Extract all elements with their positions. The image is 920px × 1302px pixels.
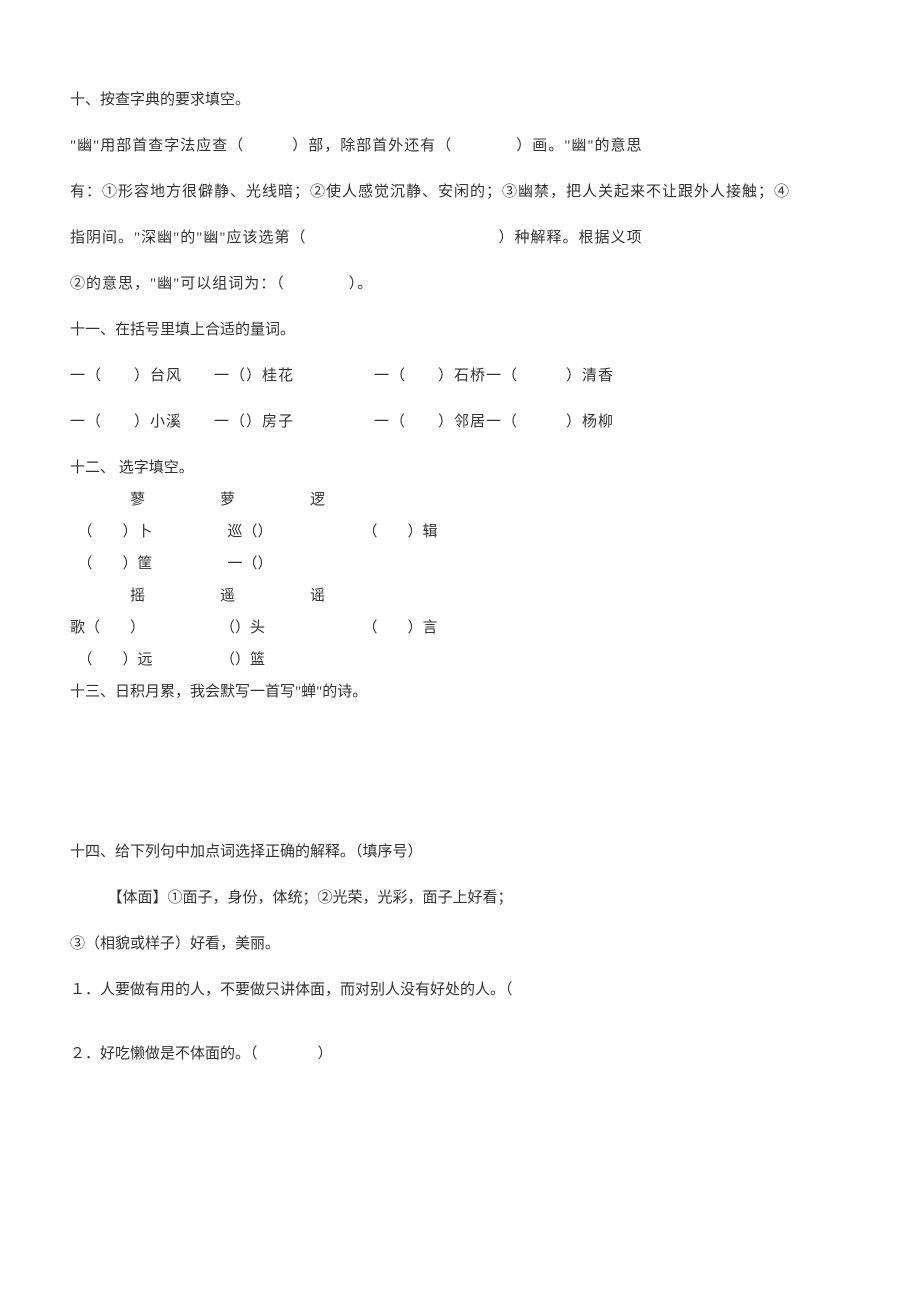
s12-row4: 摇 遥 谣 <box>70 584 850 608</box>
poem-writing-area <box>70 712 850 832</box>
s14-item1: １．人要做有用的人，不要做只讲体面，而对别人没有好处的人。（ <box>70 978 850 1002</box>
s14-line3: ③（相貌或样子）好看，美丽。 <box>70 932 850 956</box>
s12-row5: 歌（ ） （）头 （ ）言 <box>70 616 850 640</box>
s11-line1: 一（ ）台风 一（）桂花 一（ ）石桥一（ ）清香 <box>70 364 850 388</box>
section-11-title: 十一、在括号里填上合适的量词。 <box>70 318 850 342</box>
s12-row6: （ ）远 （）篮 <box>70 648 850 672</box>
s14-item2: ２．好吃懒做是不体面的。（ ） <box>70 1042 850 1066</box>
section-13-title: 十三、日积月累，我会默写一首写"蝉"的诗。 <box>70 680 850 704</box>
s12-row2: （ ）卜 巡（） （ ）辑 <box>70 520 850 544</box>
section-10-title: 十、按查字典的要求填空。 <box>70 88 850 112</box>
s10-line2: 有：①形容地方很僻静、光线暗；②使人感觉沉静、安闲的；③幽禁，把人关起来不让跟外… <box>70 180 850 204</box>
s14-sub: 【体面】①面子，身份，体统；②光荣，光彩，面子上好看； <box>70 886 850 910</box>
s11-line2: 一（ ）小溪 一（）房子 一（ ）邻居一（ ）杨柳 <box>70 410 850 434</box>
s12-row3: （ ）筐 一（） <box>70 552 850 576</box>
section-12-title: 十二、 选字填空。 <box>70 456 850 480</box>
s10-line1: "幽"用部首查字法应查（ ）部，除部首外还有（ ）画。"幽"的意思 <box>70 134 850 158</box>
s10-line4: ②的意思，"幽"可以组词为：（ ）。 <box>70 272 850 296</box>
section-14-title: 十四、给下列句中加点词选择正确的解释。（填序号） <box>70 840 850 864</box>
s12-row1: 蓼 萝 逻 <box>70 488 850 512</box>
s10-line3: 指阴间。"深幽"的"幽"应该选第（ ）种解释。根据义项 <box>70 226 850 250</box>
